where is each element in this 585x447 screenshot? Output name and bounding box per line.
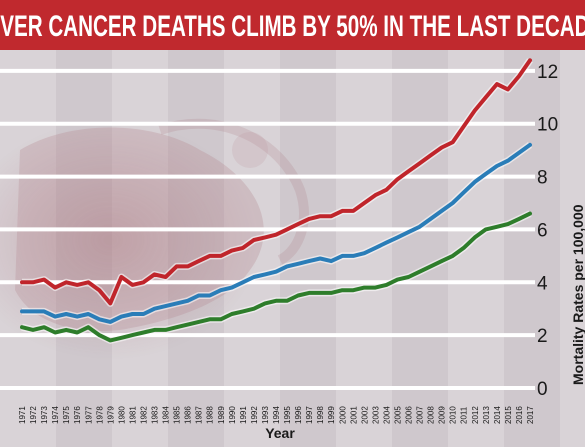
- x-tick-label: 1987: [195, 406, 204, 424]
- x-tick-label: 1995: [283, 406, 292, 424]
- y-tick-label: 6: [537, 220, 548, 241]
- x-tick-label: 2003: [371, 406, 380, 424]
- x-tick-label: 2011: [460, 406, 469, 424]
- x-tick-label: 2008: [427, 406, 436, 424]
- x-tick-label: 1994: [272, 406, 281, 424]
- background-stripes: [56, 50, 560, 447]
- x-tick-label: 2015: [504, 406, 513, 424]
- y-tick-label: 8: [537, 168, 548, 189]
- series-line-1: [20, 142, 532, 324]
- x-tick-label: 2000: [338, 406, 347, 424]
- x-tick-label: 1980: [117, 406, 126, 424]
- background-stripe: [280, 50, 336, 447]
- x-tick-label: 2004: [382, 406, 391, 424]
- x-tick-label: 2017: [526, 406, 535, 424]
- background-stripe: [504, 50, 560, 447]
- y-tick-label: 12: [537, 62, 558, 83]
- y-tick-label: 10: [537, 115, 558, 136]
- x-tick-label: 1973: [40, 406, 49, 424]
- x-tick-label: 1993: [261, 406, 270, 424]
- x-axis-label: Year: [265, 425, 295, 441]
- x-tick-label: 1982: [140, 406, 149, 424]
- x-tick-label: 1976: [73, 406, 82, 424]
- x-tick-label: 1990: [228, 406, 237, 424]
- x-tick-label: 1981: [128, 406, 137, 424]
- x-tick-label: 1998: [316, 406, 325, 424]
- series-line-0: [20, 58, 532, 306]
- series-lines: [20, 58, 533, 344]
- x-tick-label: 1975: [62, 406, 71, 424]
- x-tick-label: 2009: [438, 406, 447, 424]
- x-tick-label: 2001: [349, 406, 358, 424]
- x-tick-label: 1974: [51, 406, 60, 424]
- x-tick-label: 1988: [206, 406, 215, 424]
- x-tick-label: 1977: [84, 406, 93, 424]
- x-tick-label: 2005: [394, 406, 403, 424]
- x-tick-label: 1971: [18, 406, 27, 424]
- x-tick-label: 2006: [405, 406, 414, 424]
- x-tick-labels: 1971 1972 1973 1974 1975 1976 1977 1978 1979 1980…: [18, 406, 535, 424]
- x-tick-label: 2013: [482, 406, 491, 424]
- x-tick-label: 2014: [493, 406, 502, 424]
- x-tick-label: 2002: [360, 406, 369, 424]
- x-tick-label: 1983: [151, 406, 160, 424]
- x-tick-label: 1978: [95, 406, 104, 424]
- x-tick-label: 1972: [29, 406, 38, 424]
- x-tick-label: 1999: [327, 406, 336, 424]
- x-tick-label: 1997: [305, 406, 314, 424]
- x-tick-label: 2016: [515, 406, 524, 424]
- x-tick-label: 1991: [239, 406, 248, 424]
- x-tick-label: 2007: [416, 406, 425, 424]
- y-tick-label: 2: [537, 326, 548, 347]
- x-tick-label: 1984: [162, 406, 171, 424]
- x-tick-label: 2010: [449, 406, 458, 424]
- chart-title: IVER CANCER DEATHS CLIMB BY 50% IN THE L…: [0, 10, 585, 43]
- background-stripe: [392, 50, 448, 447]
- series-line-2: [20, 211, 532, 343]
- y-axis-label: Mortality Rates per 100,000: [570, 204, 585, 385]
- x-tick-label: 1986: [184, 406, 193, 424]
- x-tick-label: 1989: [217, 406, 226, 424]
- y-tick-label: 0: [537, 379, 548, 400]
- x-tick-label: 1996: [294, 406, 303, 424]
- x-tick-label: 1979: [106, 406, 115, 424]
- y-tick-labels: 0 2 4 6 8 10 12: [537, 62, 558, 400]
- x-tick-label: 1992: [250, 406, 259, 424]
- x-tick-label: 1985: [173, 406, 182, 424]
- x-tick-label: 2012: [471, 406, 480, 424]
- y-tick-label: 4: [537, 273, 548, 294]
- title-banner: [0, 0, 585, 50]
